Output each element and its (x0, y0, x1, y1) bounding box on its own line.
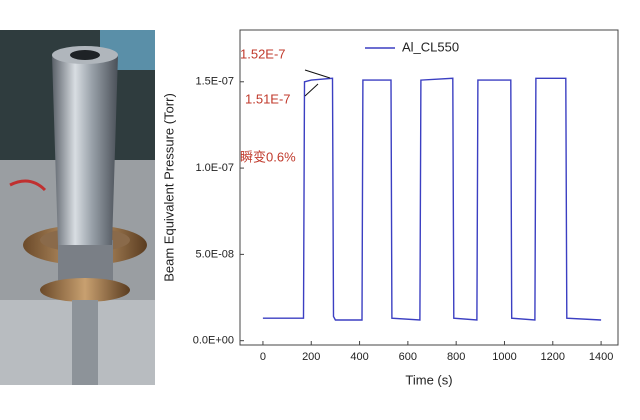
arrow (304, 83, 319, 97)
annotation: 瞬变0.6% (240, 149, 296, 164)
y-tick-label: 1.5E-07 (195, 76, 234, 88)
plot-frame (239, 29, 619, 346)
y-tick-label: 5.0E-08 (195, 248, 234, 260)
photo (0, 30, 155, 385)
y-axis-label: Beam Equivalent Pressure (Torr) (161, 93, 176, 282)
x-tick-label: 400 (350, 351, 368, 363)
plot: 0.0E+00 5.0E-08 1.0E-07 1.5E-07 0 200 400 600 80… (161, 29, 619, 387)
x-tick-label: 1400 (589, 351, 613, 363)
legend-label: Al_CL550 (402, 39, 459, 54)
x-tick-label: 200 (302, 351, 320, 363)
y-tick-label: 1.0E-07 (195, 162, 234, 174)
x-tick-label: 1000 (492, 351, 516, 363)
x-tick-label: 0 (260, 351, 266, 363)
x-tick-label: 600 (399, 351, 417, 363)
y-tick-label: 0.0E+00 (193, 335, 234, 347)
x-tick-label: 800 (447, 351, 465, 363)
arrow (304, 69, 331, 79)
annotation: 1.51E-7 (245, 91, 291, 106)
annotation: 1.52E-7 (240, 46, 286, 61)
x-axis-label: Time (s) (405, 372, 452, 387)
data-line (262, 77, 602, 321)
x-tick-label: 1200 (541, 351, 565, 363)
